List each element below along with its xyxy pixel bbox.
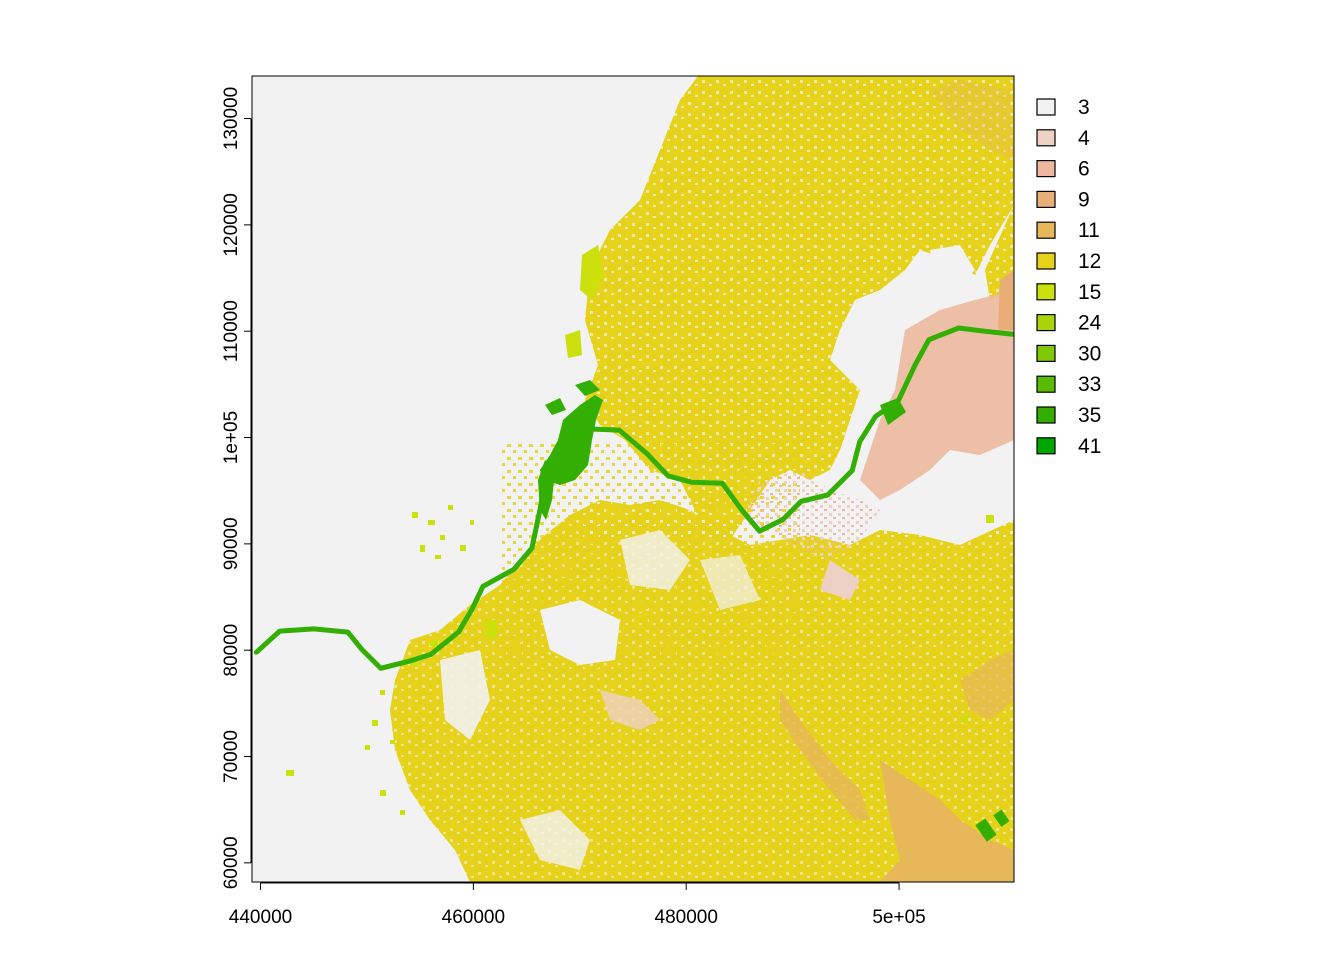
x-tick-label: 440000	[229, 907, 292, 928]
legend-swatch	[1036, 406, 1056, 424]
y-tick-label: 80000	[221, 624, 242, 677]
legend-label: 6	[1078, 158, 1090, 181]
legend-swatch	[1036, 283, 1056, 301]
y-tick-label: 60000	[221, 836, 242, 889]
legend-label: 11	[1078, 219, 1100, 242]
legend-label: 41	[1078, 435, 1101, 458]
y-tick-label: 1e+05	[221, 411, 242, 464]
legend-swatch	[1036, 221, 1056, 239]
x-axis: 440000 460000 480000 5e+05	[229, 882, 926, 928]
legend: 3 4 6 9 11 12 15 24 30 33 35 41	[1036, 96, 1102, 458]
legend-swatch	[1036, 314, 1056, 332]
legend-swatch	[1036, 160, 1056, 178]
legend-swatch	[1036, 437, 1056, 455]
scattered-class-15-24	[286, 245, 994, 815]
y-tick-label: 110000	[221, 300, 242, 362]
y-axis: 60000 70000 80000 90000 1e+05 110000 120000 130…	[221, 87, 252, 889]
y-tick-label: 90000	[221, 517, 242, 570]
legend-swatch	[1036, 375, 1056, 393]
x-tick-label: 5e+05	[872, 907, 925, 928]
plot-frame	[251, 75, 1015, 883]
y-tick-label: 70000	[221, 730, 242, 783]
legend-swatch	[1036, 98, 1056, 116]
plot-area	[252, 76, 1014, 882]
x-tick-label: 460000	[442, 907, 505, 928]
x-tick-label: 480000	[655, 907, 718, 928]
legend-label: 35	[1078, 404, 1101, 427]
y-tick-label: 130000	[221, 87, 242, 150]
legend-label: 3	[1078, 96, 1090, 119]
legend-label: 12	[1078, 250, 1101, 273]
white-gaps	[440, 245, 975, 870]
legend-swatch	[1036, 252, 1056, 270]
legend-swatch	[1036, 190, 1056, 208]
lake-class-41	[538, 380, 1010, 842]
legend-swatch	[1036, 344, 1056, 362]
legend-label: 4	[1078, 127, 1090, 150]
legend-label: 30	[1078, 342, 1101, 365]
legend-label: 24	[1078, 312, 1102, 335]
legend-label: 9	[1078, 188, 1090, 211]
river-line	[253, 325, 1014, 671]
legend-label: 33	[1078, 373, 1101, 396]
legend-label: 15	[1078, 281, 1101, 304]
legend-swatch	[1036, 129, 1056, 147]
y-tick-label: 120000	[221, 193, 242, 256]
tan-class-4-6-9	[600, 80, 1014, 882]
river-class-35	[253, 325, 1014, 671]
